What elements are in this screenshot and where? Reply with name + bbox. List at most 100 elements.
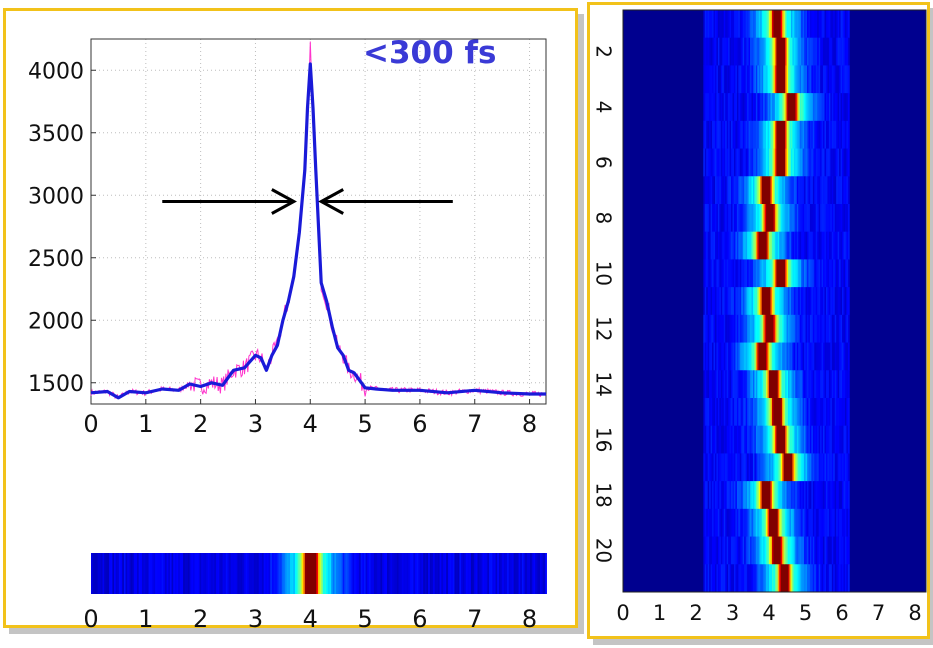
heatmap-cell bbox=[788, 370, 790, 399]
heatmap-cell bbox=[723, 120, 726, 149]
heatmap-cell bbox=[846, 564, 849, 593]
heatmap-cell bbox=[847, 370, 850, 399]
heatmap-cell bbox=[735, 425, 738, 454]
heatmap-cell bbox=[764, 259, 767, 288]
strip-cell bbox=[340, 553, 344, 594]
heatmap-cell bbox=[764, 536, 767, 565]
heatmap-cell bbox=[836, 481, 839, 510]
heatmap-cell bbox=[738, 176, 741, 205]
heatmap-cell bbox=[767, 259, 770, 288]
heatmap-cell bbox=[750, 10, 752, 39]
heatmap-cell bbox=[839, 204, 841, 233]
heatmap-cell bbox=[757, 536, 760, 565]
heatmap-cell bbox=[764, 564, 767, 593]
heatmap-cell bbox=[801, 37, 804, 66]
heatmap-cell bbox=[804, 120, 806, 149]
heatmap-cell bbox=[723, 37, 726, 66]
heatmap-cell bbox=[828, 37, 831, 66]
heatmap-cell bbox=[836, 37, 839, 66]
strip-cell bbox=[181, 553, 184, 594]
heatmap-cell bbox=[717, 10, 720, 39]
heatmap-cell bbox=[830, 10, 833, 39]
heatmap-cell bbox=[742, 536, 745, 565]
strip-cell bbox=[365, 553, 368, 594]
heatmap-cell bbox=[782, 176, 785, 205]
heatmap-cell bbox=[722, 65, 725, 94]
heatmap-cell bbox=[748, 453, 751, 482]
strip-cell bbox=[293, 553, 296, 594]
heatmap-cell bbox=[783, 287, 786, 316]
heatmap-cell bbox=[720, 259, 723, 288]
strip-cell bbox=[350, 553, 353, 594]
heatmap-cell bbox=[725, 93, 728, 122]
heatmap-cell bbox=[725, 342, 728, 371]
heatmap-cell bbox=[815, 259, 818, 288]
heatmap-cell bbox=[725, 65, 728, 94]
heatmap-cell bbox=[738, 120, 741, 149]
heatmap-cell bbox=[761, 508, 764, 537]
strip-cell bbox=[477, 553, 480, 594]
heatmap-cell bbox=[776, 481, 779, 510]
heatmap-cell bbox=[747, 37, 749, 66]
heatmap-cell bbox=[767, 425, 770, 454]
heatmap-cell bbox=[795, 10, 798, 39]
heatmap-cell bbox=[714, 481, 717, 510]
heatmap-cell bbox=[741, 287, 744, 316]
strip-cell bbox=[513, 553, 516, 594]
strip-cell bbox=[500, 553, 503, 594]
heatmap-cell bbox=[748, 370, 751, 399]
heatmap-cell bbox=[802, 259, 805, 288]
heatmap-cell bbox=[809, 231, 812, 260]
heatmap-cell bbox=[757, 65, 760, 94]
heatmap-cell bbox=[815, 481, 818, 510]
heatmap-cell bbox=[823, 231, 825, 260]
heatmap-cell bbox=[742, 314, 745, 343]
heatmap-cell bbox=[847, 508, 850, 537]
heatmap-cell bbox=[806, 481, 809, 510]
heatmap-cell bbox=[793, 120, 796, 149]
heatmap-cell bbox=[812, 342, 815, 371]
heatmap-cell bbox=[712, 65, 714, 94]
heatmap-cell bbox=[732, 508, 735, 537]
heatmap-cell bbox=[779, 231, 782, 260]
heatmap-cell bbox=[779, 536, 782, 565]
heatmap-cell bbox=[808, 10, 811, 39]
heatmap-cell bbox=[742, 342, 745, 371]
heatmap-cell bbox=[703, 259, 706, 288]
heatmap-cell bbox=[729, 65, 732, 94]
heatmap-cell bbox=[703, 37, 706, 66]
heatmap-y-tick-label: 20 bbox=[592, 538, 616, 563]
heatmap-cell bbox=[844, 148, 847, 177]
heatmap-cell bbox=[824, 93, 827, 122]
strip-cell bbox=[400, 553, 403, 594]
left-arrow-head bbox=[271, 188, 297, 215]
heatmap-cell bbox=[764, 398, 767, 427]
heatmap-cell bbox=[773, 204, 776, 233]
heatmap-cell bbox=[764, 10, 767, 39]
heatmap-cell bbox=[703, 425, 706, 454]
strip-cell bbox=[342, 553, 345, 594]
heatmap-cell bbox=[704, 564, 707, 593]
heatmap-cell bbox=[823, 481, 825, 510]
heatmap-cell bbox=[714, 37, 717, 66]
x-tick-label: 3 bbox=[248, 410, 263, 438]
heatmap-cell bbox=[728, 508, 730, 537]
heatmap-cell bbox=[780, 481, 783, 510]
strip-cell bbox=[173, 553, 176, 594]
heatmap-cell bbox=[839, 564, 841, 593]
heatmap-cell bbox=[750, 398, 752, 427]
heatmap-cell bbox=[788, 148, 790, 177]
strip-cell bbox=[503, 553, 506, 594]
heatmap-cell bbox=[748, 231, 751, 260]
heatmap-cell bbox=[764, 204, 767, 233]
heatmap-cell bbox=[801, 65, 804, 94]
heatmap-cell bbox=[843, 120, 846, 149]
heatmap-cell bbox=[806, 425, 809, 454]
heatmap-cell bbox=[834, 398, 837, 427]
heatmap-cell bbox=[733, 37, 736, 66]
heatmap-cell bbox=[760, 536, 763, 565]
heatmap-cell bbox=[726, 398, 729, 427]
heatmap-cell bbox=[833, 204, 836, 233]
heatmap-cell bbox=[719, 453, 722, 482]
heatmap-cell bbox=[806, 120, 809, 149]
